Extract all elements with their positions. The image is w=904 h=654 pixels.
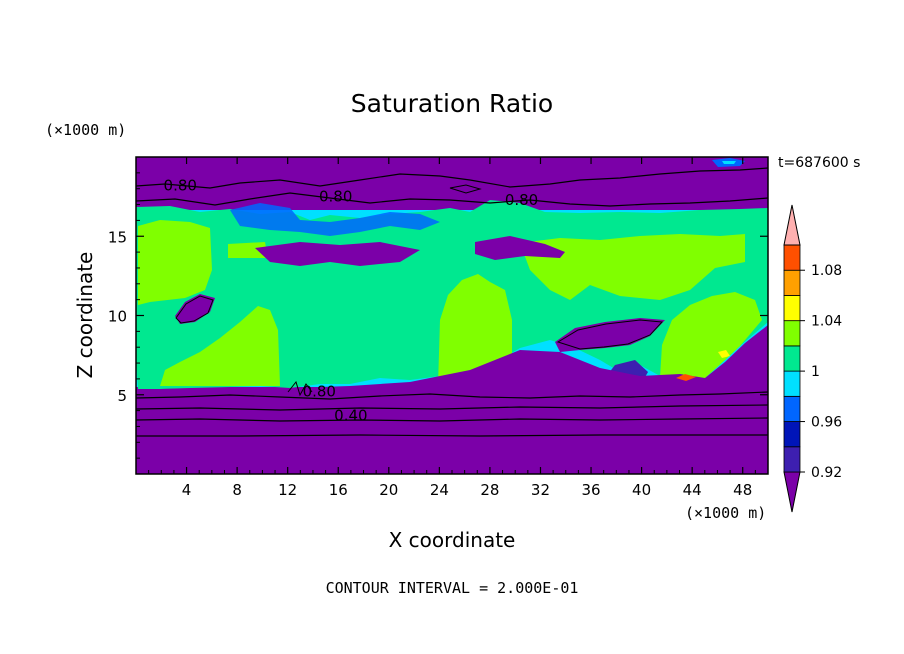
lime-region-upper bbox=[520, 234, 745, 300]
colorbar-tick-label: 1.08 bbox=[811, 263, 842, 279]
x-axis-label: X coordinate bbox=[389, 528, 516, 552]
colorbar: 0.92 0.96 1 1.04 1.08 bbox=[783, 204, 842, 513]
lime-region-centerleft bbox=[160, 306, 280, 386]
x-tick-label: 28 bbox=[480, 481, 499, 499]
lime-region-left bbox=[138, 220, 212, 305]
x-tick-label: 36 bbox=[581, 481, 600, 499]
colorbar-band bbox=[783, 395, 801, 422]
colorbar-tick-label: 0.92 bbox=[811, 465, 842, 481]
contour-line bbox=[136, 192, 768, 207]
moisture-hotspot-2 bbox=[718, 350, 730, 358]
lime-region-center bbox=[438, 274, 512, 386]
y-axis-label: Z coordinate bbox=[73, 252, 97, 379]
lime-region-small bbox=[228, 242, 268, 258]
x-tick-label: 20 bbox=[379, 481, 398, 499]
colorbar-band bbox=[783, 421, 801, 448]
x-tick-label: 24 bbox=[430, 481, 449, 499]
x-tick-label: 16 bbox=[329, 481, 348, 499]
colorbar-lower-triangle bbox=[783, 471, 801, 513]
contour-line bbox=[287, 380, 313, 397]
contour-line bbox=[449, 184, 482, 194]
colorbar-tick-label: 0.96 bbox=[811, 415, 842, 431]
y-axis: 5 10 15 bbox=[108, 172, 768, 459]
x-axis: 4 8 12 16 20 24 28 32 36 40 44 48 bbox=[148, 157, 756, 499]
contour-line bbox=[136, 167, 768, 189]
y-tick-label: 10 bbox=[108, 308, 127, 326]
cloud-top-band bbox=[230, 203, 440, 236]
x-tick-label: 32 bbox=[531, 481, 550, 499]
y-unit-label: (×1000 m) bbox=[45, 121, 126, 139]
dry-layer-bottom bbox=[136, 325, 768, 474]
contour-line bbox=[556, 319, 664, 350]
colorbar-tick-label: 1 bbox=[811, 364, 820, 380]
colorbar-upper-triangle bbox=[783, 204, 801, 246]
lime-region-right bbox=[660, 292, 762, 378]
colorbar-tick-label: 1.04 bbox=[811, 314, 842, 330]
contour-line bbox=[136, 391, 768, 400]
dry-intrusion-right bbox=[555, 318, 665, 352]
y-tick-label: 15 bbox=[108, 228, 127, 246]
cyan-blob-top-right-core bbox=[722, 161, 736, 164]
colorbar-band bbox=[783, 269, 801, 296]
dry-intrusion-mid bbox=[475, 236, 565, 260]
colorbar-band bbox=[783, 345, 801, 372]
colorbar-band bbox=[783, 295, 801, 322]
chart-title: Saturation Ratio bbox=[351, 89, 553, 118]
x-tick-label: 4 bbox=[182, 481, 192, 499]
contour-label: 0.40 bbox=[334, 406, 367, 424]
dry-intrusion-left bbox=[175, 294, 215, 324]
x-tick-label: 48 bbox=[733, 481, 752, 499]
contour-line bbox=[136, 434, 768, 437]
contour-label: 0.80 bbox=[164, 177, 197, 195]
colorbar-band bbox=[783, 370, 801, 397]
contour-line bbox=[136, 404, 768, 411]
dry-intrusion-upper bbox=[255, 242, 420, 266]
moisture-hotspot bbox=[676, 374, 696, 381]
colorbar-band bbox=[783, 320, 801, 347]
colorbar-band bbox=[783, 446, 801, 473]
contour-label: 0.80 bbox=[319, 188, 352, 206]
x-tick-label: 12 bbox=[278, 481, 297, 499]
contour-label: 0.80 bbox=[505, 191, 538, 209]
contour-line bbox=[175, 295, 214, 324]
contour-labels: 0.80 0.80 0.80 0.80 0.40 bbox=[164, 177, 539, 425]
x-tick-label: 8 bbox=[232, 481, 242, 499]
x-tick-label: 40 bbox=[632, 481, 651, 499]
contour-line bbox=[136, 417, 768, 422]
x-unit-label: (×1000 m) bbox=[685, 504, 766, 522]
contour-label: 0.80 bbox=[303, 383, 336, 401]
contour-interval-footer: CONTOUR INTERVAL = 2.000E-01 bbox=[326, 579, 579, 597]
saturation-field bbox=[136, 157, 768, 474]
x-tick-label: 44 bbox=[683, 481, 702, 499]
time-label: t=687600 s bbox=[778, 155, 860, 171]
colorbar-band bbox=[783, 244, 801, 271]
y-tick-label: 5 bbox=[117, 387, 127, 405]
